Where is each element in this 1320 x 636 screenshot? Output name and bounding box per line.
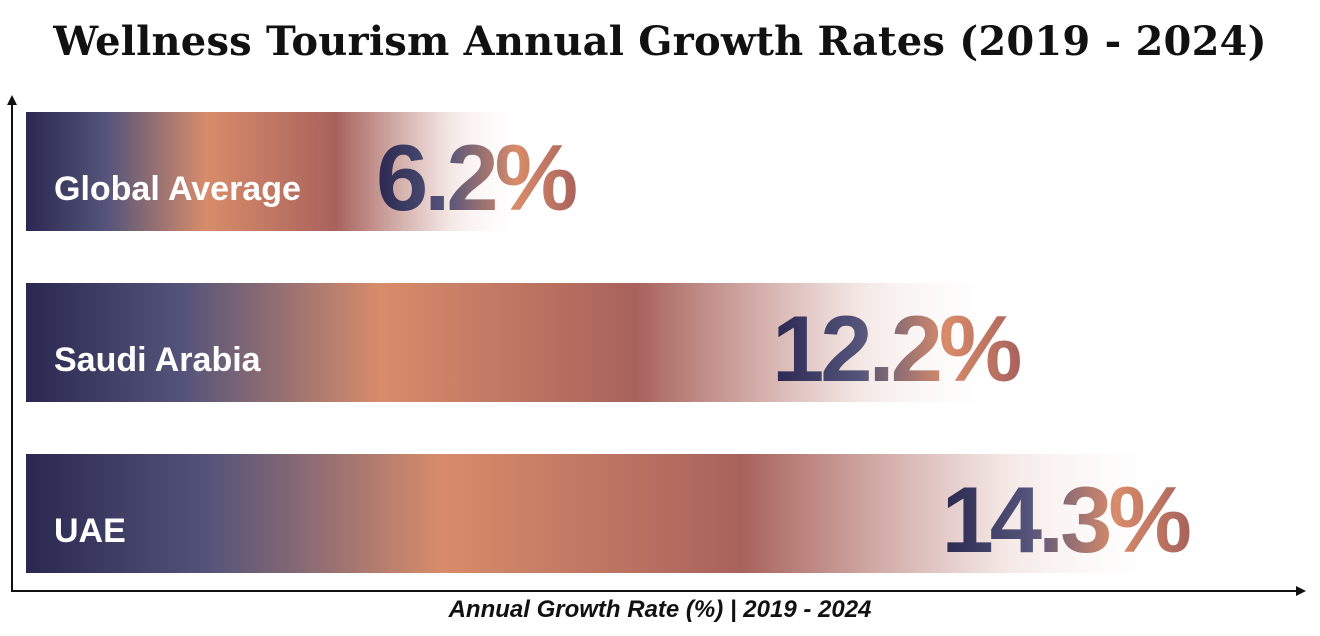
bar: [26, 112, 527, 231]
y-axis-arrow: [7, 95, 17, 105]
bar: [26, 283, 1011, 402]
bar: [26, 454, 1180, 573]
category-label: Saudi Arabia: [54, 341, 262, 379]
axes-group: [7, 95, 1306, 596]
chart-title: Wellness Tourism Annual Growth Rates (20…: [53, 18, 1267, 65]
x-axis-label: Annual Growth Rate (%) | 2019 - 2024: [448, 596, 872, 623]
category-label: UAE: [54, 512, 126, 550]
x-axis-arrow: [1296, 586, 1306, 596]
bars-group: Global Average 6.2% Saudi Arabia 12.2% UAE 14…: [26, 112, 1194, 573]
value-label: 12.2%: [772, 296, 1021, 401]
category-label: Global Average: [54, 170, 301, 208]
value-label: 14.3%: [941, 467, 1190, 572]
value-label: 6.2%: [376, 125, 577, 230]
